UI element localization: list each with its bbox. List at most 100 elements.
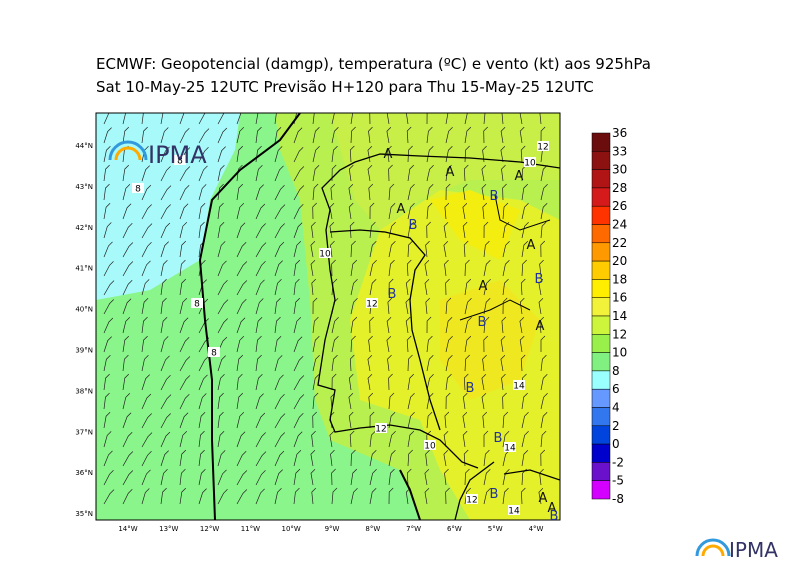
wind-barb — [312, 113, 315, 125]
wind-barb — [388, 240, 396, 258]
colorbar-label: -2 — [612, 455, 624, 469]
wind-barb — [501, 113, 504, 125]
wind-barb — [312, 392, 319, 410]
contour-label: 8 — [177, 157, 183, 167]
pressure-center: B — [466, 381, 475, 396]
wind-barb — [369, 113, 371, 125]
contour-label-bg — [508, 505, 520, 515]
wind-barb — [519, 126, 525, 144]
wind-barb — [464, 487, 471, 505]
wind-barb — [502, 487, 509, 505]
pressure-center: A — [446, 165, 455, 180]
wind-barb — [349, 430, 355, 448]
wind-barb — [540, 393, 548, 410]
wind-barb — [502, 241, 510, 258]
wind-barb — [310, 240, 316, 258]
wind-barb — [293, 468, 301, 486]
wind-barb — [540, 184, 548, 201]
wind-barb — [540, 335, 546, 352]
wind-barb — [217, 469, 227, 486]
wind-barb — [141, 279, 150, 296]
wind-barb — [540, 411, 548, 429]
wind-barb — [122, 335, 130, 353]
wind-barb — [388, 487, 394, 505]
wind-barb — [274, 223, 285, 239]
wind-barb — [464, 259, 470, 277]
wind-barb — [274, 241, 285, 258]
lon-label: 12°W — [200, 525, 219, 533]
wind-barb — [501, 164, 506, 182]
wind-barb — [217, 183, 224, 201]
wind-barb — [540, 449, 546, 467]
colorbar-label: 10 — [612, 346, 627, 360]
wind-barb — [236, 222, 246, 239]
wind-barb — [329, 430, 335, 448]
wind-barb — [388, 468, 395, 486]
wind-barb — [160, 146, 170, 163]
wind-barb — [141, 242, 152, 258]
river — [459, 299, 531, 321]
wind-barb — [198, 202, 206, 220]
wind-barb — [462, 202, 468, 220]
wind-barb — [236, 470, 248, 486]
wind-barb — [369, 221, 376, 239]
wind-barb — [387, 145, 392, 163]
wind-barb — [217, 299, 229, 315]
pressure-center: A — [527, 238, 536, 253]
wind-barb — [350, 259, 358, 277]
wind-barb — [160, 297, 167, 315]
wind-barb — [388, 278, 394, 296]
wind-barb — [103, 299, 114, 315]
colorbar-swatch — [591, 462, 611, 481]
wind-barb — [539, 259, 544, 277]
wind-barb — [236, 450, 247, 467]
wind-barb — [539, 113, 542, 125]
wind-barb — [255, 242, 267, 258]
wind-barb — [540, 240, 546, 258]
contour-label-bg — [524, 157, 536, 167]
pressure-center: A — [536, 319, 545, 334]
wind-barb — [481, 373, 487, 391]
pressure-center: A — [548, 501, 557, 516]
wind-barb — [274, 316, 281, 334]
wind-barb — [331, 145, 338, 163]
wind-barb — [445, 278, 450, 296]
wind-barb — [444, 259, 449, 277]
wind-barb — [482, 411, 488, 429]
wind-barb — [350, 126, 356, 144]
wind-barb — [179, 412, 189, 429]
wind-barb — [198, 128, 210, 144]
wind-barb — [141, 355, 149, 372]
wind-barb — [179, 317, 189, 334]
morocco-coast — [454, 461, 495, 520]
lon-label: 10°W — [282, 525, 301, 533]
colorbar-swatch — [591, 151, 611, 170]
wind-barb — [500, 354, 506, 372]
wind-barb — [160, 316, 168, 334]
wind-barb — [331, 126, 339, 144]
wind-barb — [274, 126, 282, 144]
colorbar-swatch — [591, 169, 611, 189]
wind-barb — [179, 203, 189, 220]
wind-barb — [369, 316, 374, 334]
wind-barb — [217, 489, 228, 505]
colorbar-label: 12 — [612, 327, 627, 341]
lat-label: 36°N — [75, 469, 93, 477]
wind-barb — [462, 221, 468, 239]
colorbar-swatch — [591, 187, 611, 207]
wind-barb — [160, 127, 169, 144]
wind-barb — [179, 298, 188, 315]
wind-barb — [464, 335, 472, 353]
pressure-center: A — [479, 279, 488, 294]
wind-barb — [293, 375, 305, 391]
wind-barb — [236, 392, 244, 410]
wind-barb — [179, 336, 190, 353]
wind-barb — [483, 113, 486, 125]
contour-label-bg — [424, 440, 436, 450]
contour-label-bg — [132, 183, 144, 193]
contour-label: 12 — [366, 300, 377, 310]
wind-barb — [274, 374, 284, 391]
wind-barb — [293, 185, 305, 201]
wind-barb — [198, 468, 206, 486]
wind-barb — [274, 469, 283, 486]
